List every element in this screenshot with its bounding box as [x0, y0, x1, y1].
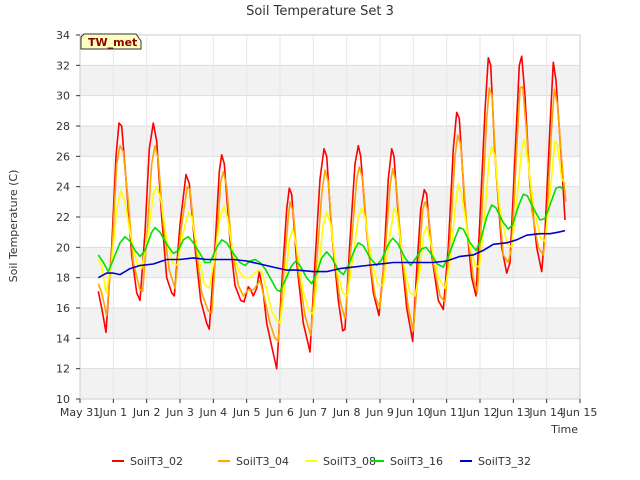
- plot-band: [80, 126, 580, 157]
- chart-title: Soil Temperature Set 3: [246, 4, 394, 19]
- plot-band: [80, 65, 580, 96]
- plot-band: [80, 368, 580, 399]
- x-tick-label: Jun 14: [528, 406, 564, 419]
- y-tick-label: 18: [56, 272, 70, 285]
- x-tick-label: Jun 8: [332, 406, 361, 419]
- x-tick-label: Jun 13: [495, 406, 531, 419]
- x-tick-label: Jun 10: [395, 406, 431, 419]
- y-tick-label: 20: [56, 241, 70, 254]
- station-badge-box: [80, 33, 142, 50]
- x-tick-label: Jun 7: [298, 406, 327, 419]
- station-badge: TW_met: [80, 33, 142, 50]
- x-tick-label: Jun 3: [165, 406, 194, 419]
- y-tick-label: 32: [56, 59, 70, 72]
- x-axis: May 31 Jun 1 Jun 2 Jun 3 Jun 4 Jun 5 Jun 6 Jun …: [60, 399, 597, 419]
- x-tick-label: Jun 9: [365, 406, 394, 419]
- legend-label-soilt3-32: SoilT3_32: [478, 455, 531, 468]
- x-tick-label: Jun 4: [198, 406, 227, 419]
- y-axis-label: Soil Temperature (C): [7, 170, 20, 283]
- series-line-soilt3-08: [97, 138, 567, 324]
- plot-band: [80, 247, 580, 278]
- y-tick-label: 22: [56, 211, 70, 224]
- x-tick-label: Jun 2: [132, 406, 161, 419]
- y-tick-label: 24: [56, 181, 70, 194]
- y-axis: 10 12 14 16 18 20 22 24 26 28 30 32 34: [56, 29, 80, 406]
- series-lines: [97, 55, 567, 370]
- x-tick-label: Jun 5: [232, 406, 261, 419]
- station-badge-label: TW_met: [88, 36, 137, 49]
- y-tick-label: 26: [56, 150, 70, 163]
- series-line-soilt3-32: [97, 229, 566, 279]
- x-tick-label: Jun 1: [98, 406, 127, 419]
- y-tick-label: 10: [56, 393, 70, 406]
- legend: SoilT3_02 SoilT3_04 SoilT3_08 SoilT3_16 Soil…: [112, 455, 531, 468]
- x-axis-label: Time: [550, 423, 578, 436]
- legend-label-soilt3-04: SoilT3_04: [236, 455, 289, 468]
- y-tick-label: 28: [56, 120, 70, 133]
- x-tick-label: May 31: [60, 406, 100, 419]
- series-line-soilt3-16: [97, 185, 564, 293]
- y-tick-label: 12: [56, 363, 70, 376]
- legend-label-soilt3-16: SoilT3_16: [390, 455, 443, 468]
- series-line-soilt3-02: [97, 55, 566, 370]
- y-tick-label: 14: [56, 332, 70, 345]
- x-tick-label: Jun 6: [265, 406, 294, 419]
- plot-band: [80, 308, 580, 339]
- x-tick-label: Jun 11: [428, 406, 464, 419]
- y-tick-label: 34: [56, 29, 70, 42]
- y-tick-label: 16: [56, 302, 70, 315]
- x-tick-label: Jun 12: [462, 406, 498, 419]
- x-tick-label: Jun 15: [562, 406, 598, 419]
- y-tick-label: 30: [56, 90, 70, 103]
- legend-label-soilt3-02: SoilT3_02: [130, 455, 183, 468]
- legend-label-soilt3-08: SoilT3_08: [323, 455, 376, 468]
